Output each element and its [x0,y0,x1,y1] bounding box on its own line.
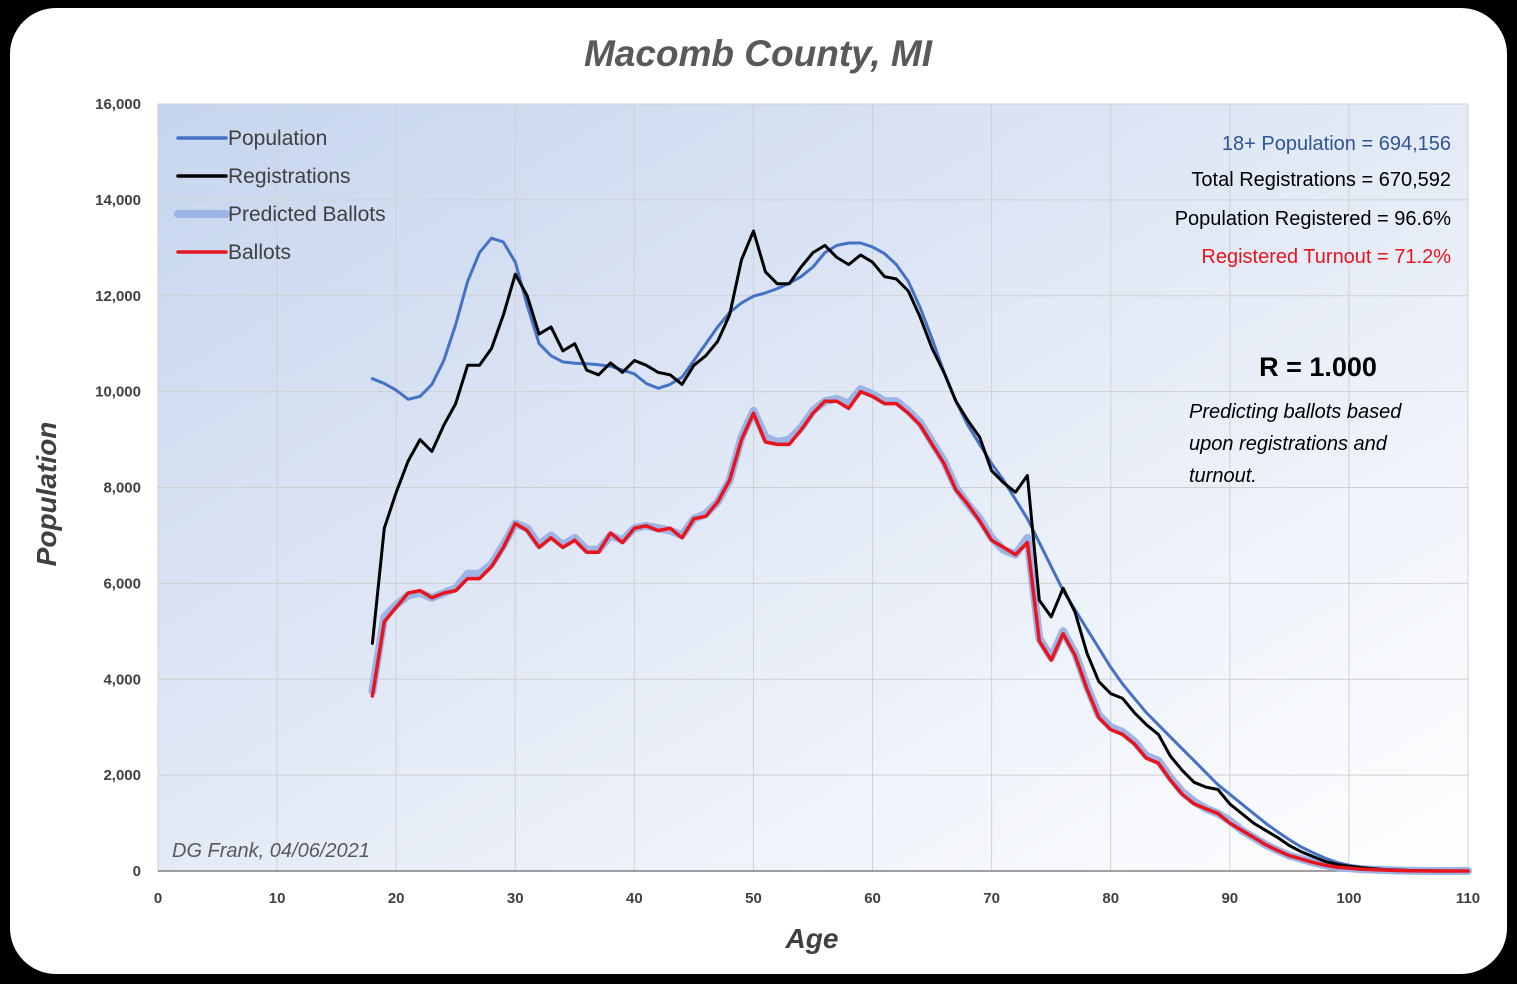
legend-label-registrations: Registrations [228,165,351,188]
y-tick-label: 16,000 [95,96,141,113]
population-registered-label: Population Registered = 96.6% [1175,208,1452,230]
registrations-total-label: Total Registrations = 670,592 [1191,169,1451,191]
x-tick-label: 110 [1456,890,1480,907]
note-line-1: Predicting ballots based [1189,401,1402,423]
y-tick-label: 12,000 [95,288,141,305]
x-tick-label: 100 [1336,890,1361,907]
x-axis-title: Age [785,923,839,954]
x-tick-label: 90 [1221,890,1238,907]
x-tick-label: 20 [388,890,405,907]
grid-lines [157,103,1469,872]
series-line-population [370,236,1470,873]
y-tick-label: 6,000 [103,575,141,592]
credit-label: DG Frank, 04/06/2021 [172,840,370,862]
x-tick-label: 10 [269,890,286,907]
x-tick-label: 50 [745,890,762,907]
y-tick-label: 8,000 [103,480,141,497]
series-line-ballots [370,389,1470,873]
y-tick-label: 14,000 [95,192,141,209]
note-line-3: turnout. [1189,465,1257,487]
x-tick-label: 0 [154,890,162,907]
x-tick-label: 80 [1102,890,1119,907]
x-tick-label: 60 [864,890,881,907]
r-value-label: R = 1.000 [1259,352,1377,382]
y-tick-label: 4,000 [103,671,141,688]
legend-label-ballots: Ballots [228,241,291,264]
legend-label-predicted-ballots: Predicted Ballots [228,203,386,226]
registered-turnout-label: Registered Turnout = 71.2% [1201,246,1451,268]
series-line-registrations [370,229,1470,873]
x-tick-label: 40 [626,890,643,907]
note-line-2: upon registrations and [1189,433,1388,455]
x-tick-label: 30 [507,890,524,907]
y-tick-label: 2,000 [103,767,141,784]
y-tick-label: 0 [133,863,141,880]
x-axis-ticks: 0 10 20 30 40 50 60 70 80 90 100 110 [154,890,1480,907]
y-axis-title: Population [31,422,62,567]
chart-title: Macomb County, MI [584,33,933,74]
y-tick-label: 10,000 [95,384,141,401]
legend-label-population: Population [228,127,327,150]
x-tick-label: 70 [983,890,1000,907]
legend: Population Registrations Predicted Ballots… [174,127,386,264]
series-layer [368,229,1472,875]
y-axis-ticks: 0 2,000 4,000 6,000 8,000 10,000 12,000 14,000 1… [95,96,141,880]
population-total-label: 18+ Population = 694,156 [1222,133,1451,155]
